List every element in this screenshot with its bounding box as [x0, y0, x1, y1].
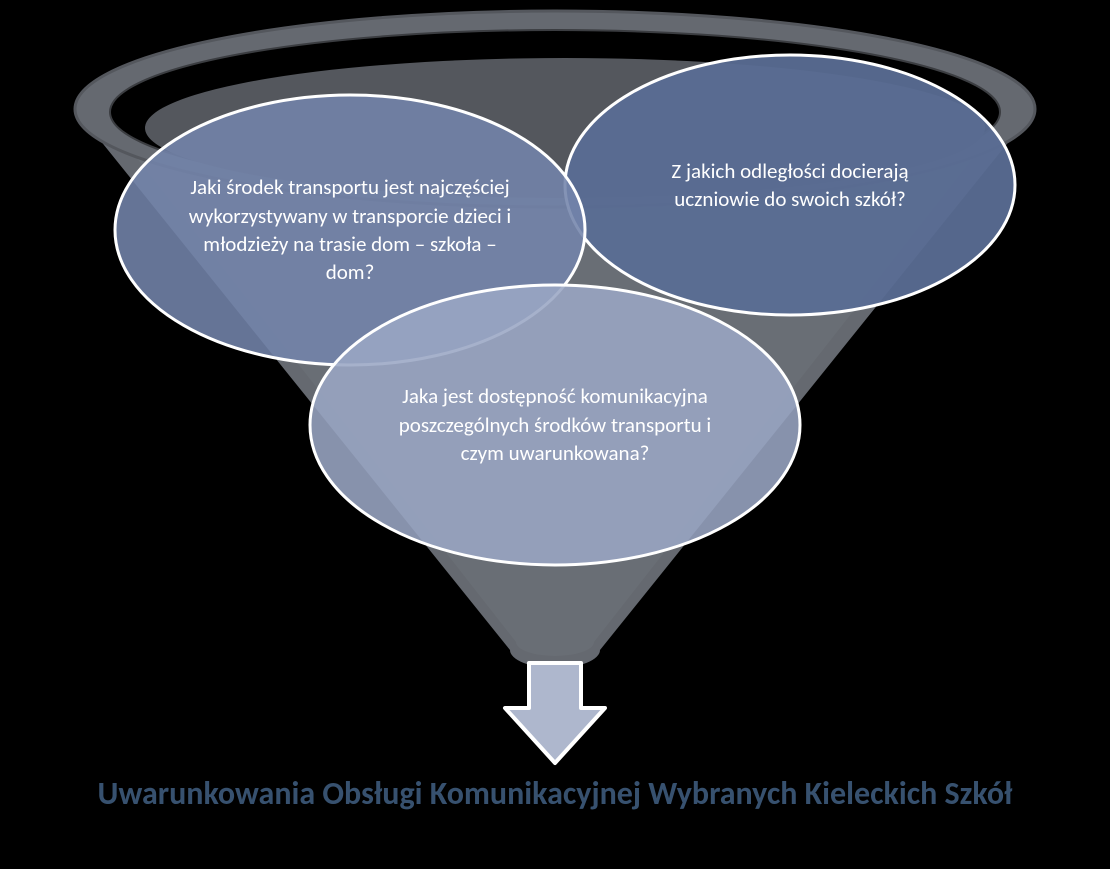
diagram-title: Uwarunkowania Obsługi Komunikacyjnej Wyb… [0, 775, 1110, 813]
down-arrow-icon [505, 663, 605, 763]
question-text-q1: Jaki środek transportu jest najczęściej … [168, 125, 532, 334]
question-text-q2: Z jakich odległości docierają uczniowie … [616, 84, 965, 286]
question-text-q3: Jaka jest dostępność komunikacyjna poszc… [365, 317, 745, 534]
diagram-stage: Jaki środek transportu jest najczęściej … [0, 0, 1110, 869]
